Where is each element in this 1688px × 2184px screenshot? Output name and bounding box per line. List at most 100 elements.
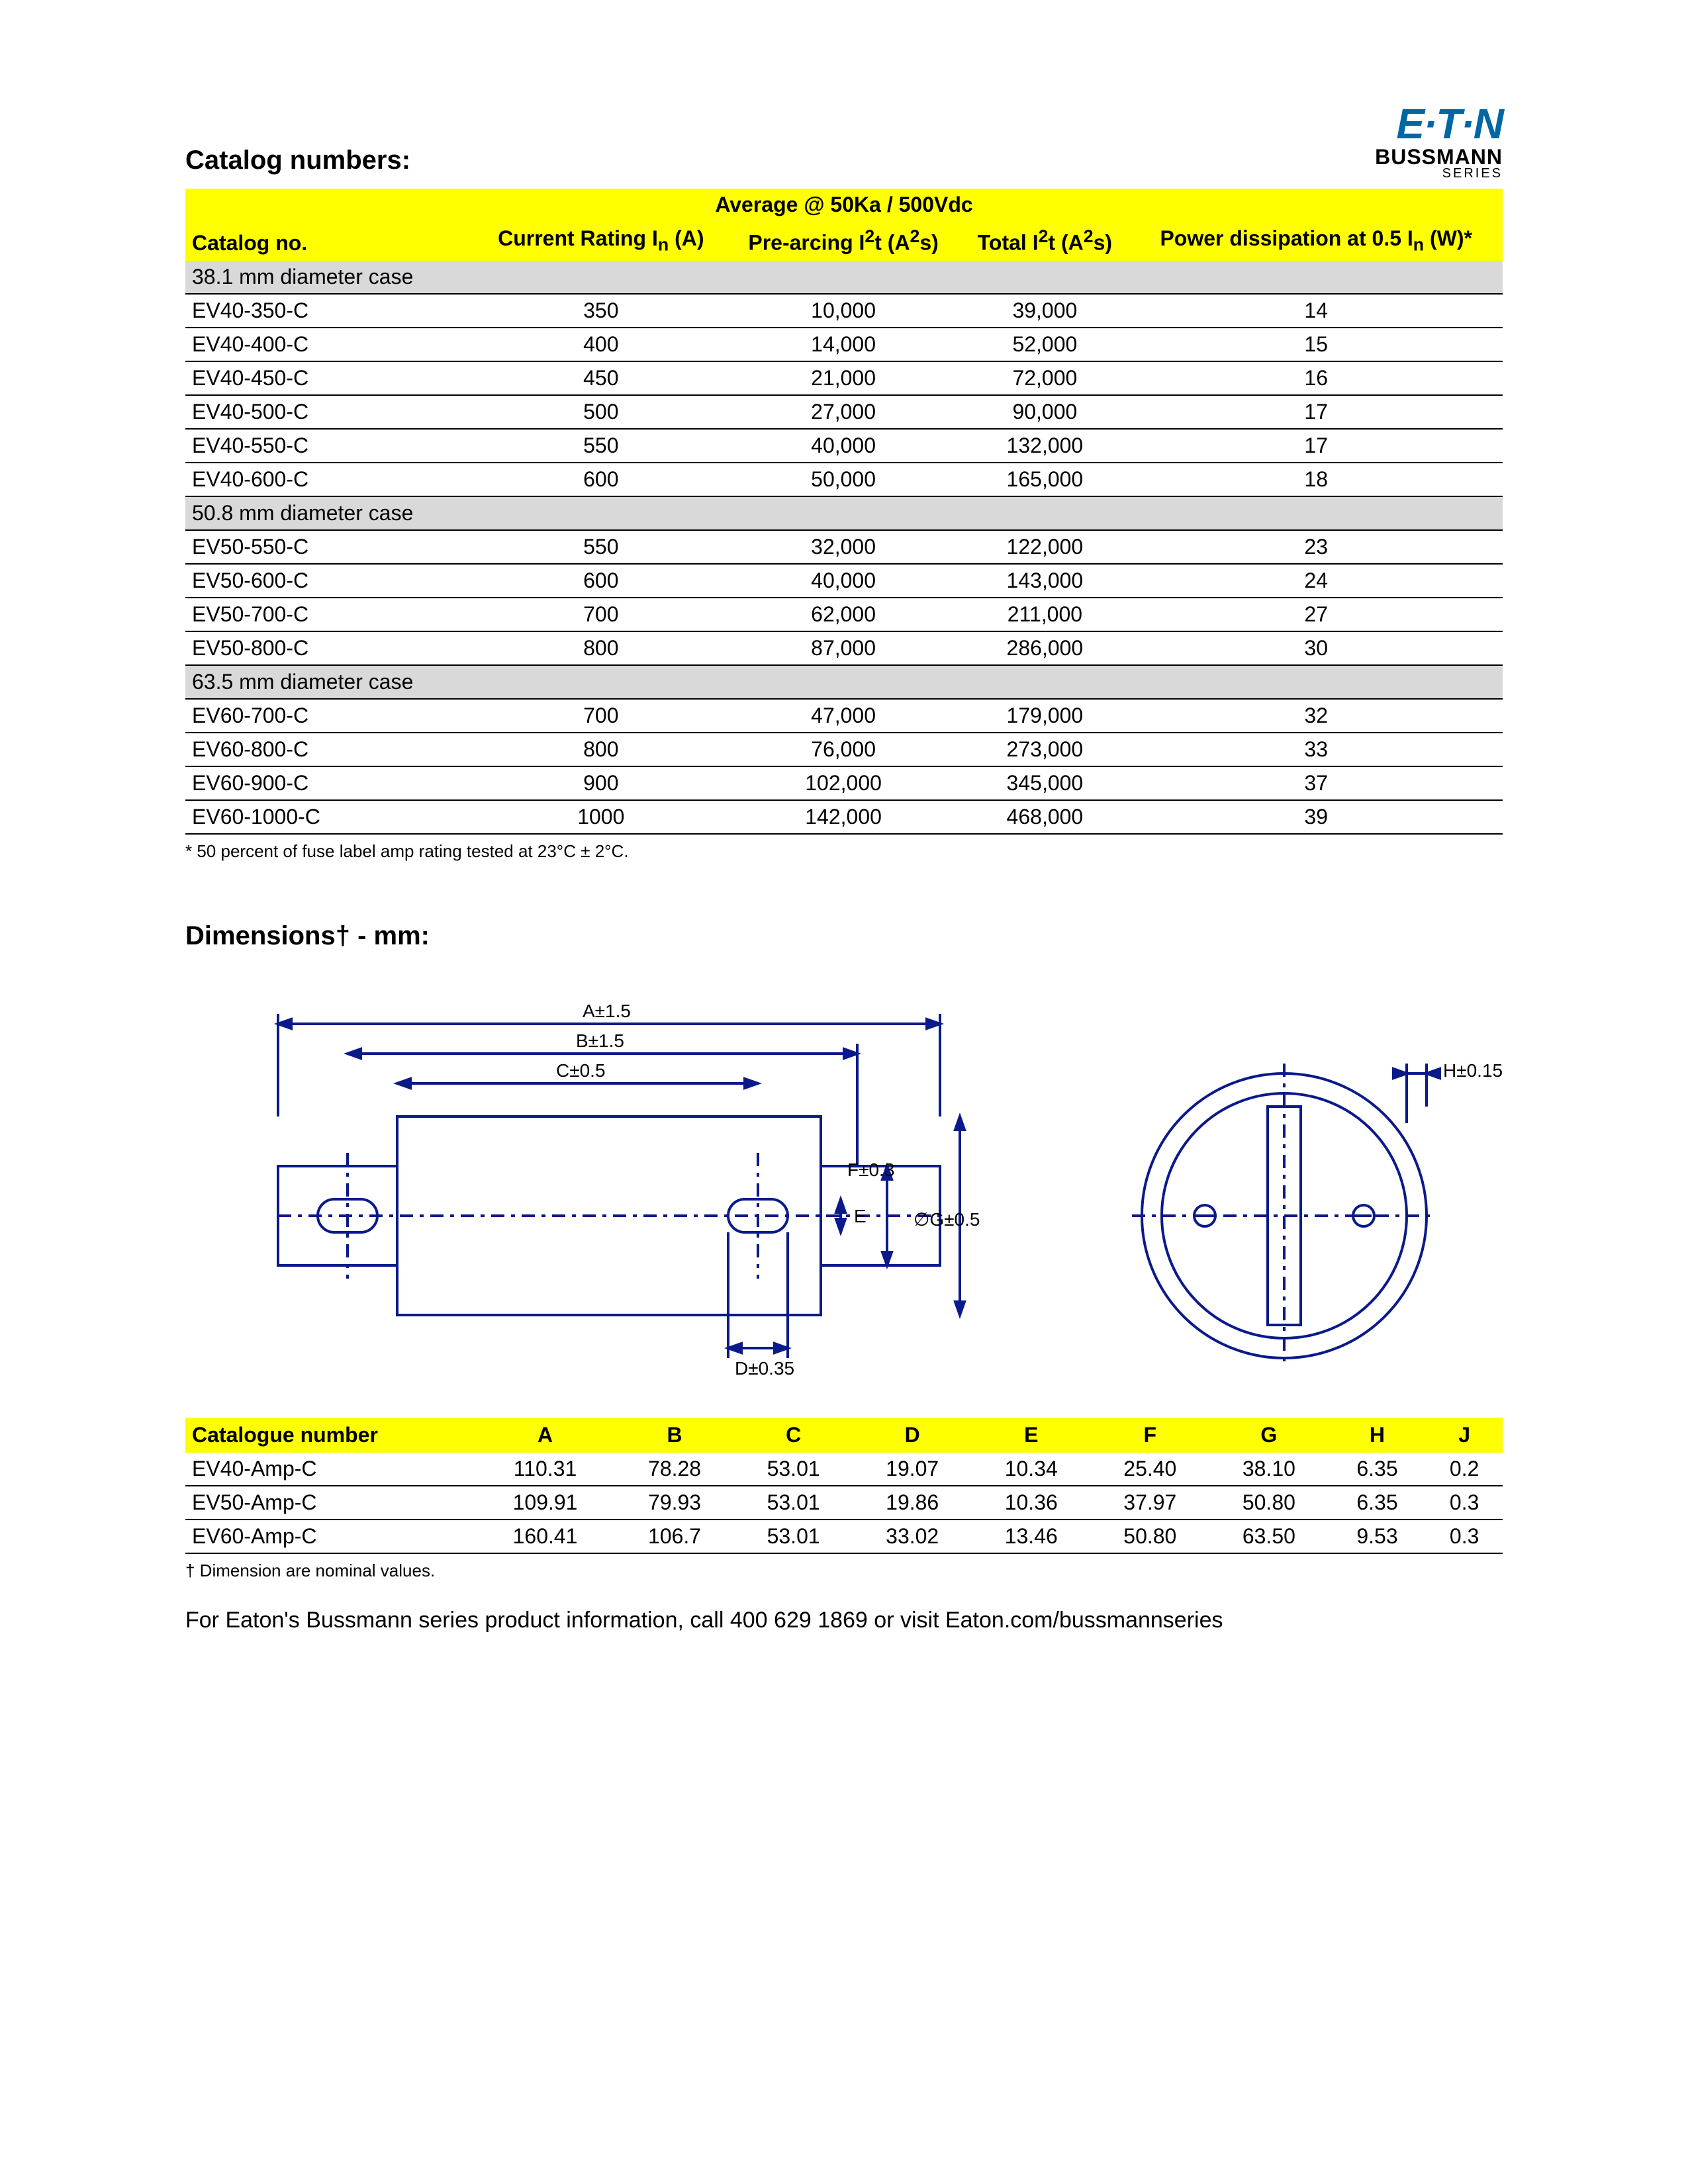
table-cell: EV40-Amp-C xyxy=(185,1453,475,1486)
table-cell: 132,000 xyxy=(960,429,1129,463)
table-cell: 700 xyxy=(475,598,727,631)
table-cell: 102,000 xyxy=(727,766,961,800)
table-cell: 78.28 xyxy=(615,1453,734,1486)
table-cell: 286,000 xyxy=(960,631,1129,665)
table-cell: EV60-700-C xyxy=(185,699,475,733)
brand-logo: E·T·N BUSSMANN SERIES xyxy=(1375,99,1503,181)
table-cell: 30 xyxy=(1129,631,1503,665)
table-cell: 350 xyxy=(475,294,727,328)
dim-col-header: E xyxy=(972,1418,1091,1453)
table-row: EV60-900-C900102,000345,00037 xyxy=(185,766,1503,800)
catalog-heading: Catalog numbers: xyxy=(185,146,1503,175)
table-cell: EV40-550-C xyxy=(185,429,475,463)
table-cell: 53.01 xyxy=(734,1486,853,1520)
table-cell: EV40-400-C xyxy=(185,328,475,361)
table-cell: EV40-500-C xyxy=(185,395,475,429)
table-row: EV60-700-C70047,000179,00032 xyxy=(185,699,1503,733)
table-cell: 10.36 xyxy=(972,1486,1091,1520)
table-cell: 10,000 xyxy=(727,294,961,328)
table-cell: 52,000 xyxy=(960,328,1129,361)
table-cell: 23 xyxy=(1129,530,1503,564)
dim-col-header: F xyxy=(1091,1418,1210,1453)
table-cell: 109.91 xyxy=(475,1486,615,1520)
table-cell: 110.31 xyxy=(475,1453,615,1486)
table-row: EV50-800-C80087,000286,00030 xyxy=(185,631,1503,665)
table-cell: 50.80 xyxy=(1091,1520,1210,1553)
table-cell: 143,000 xyxy=(960,564,1129,598)
table-cell: EV50-600-C xyxy=(185,564,475,598)
table-cell: 122,000 xyxy=(960,530,1129,564)
table-cell: 76,000 xyxy=(727,733,961,766)
table-cell: EV50-Amp-C xyxy=(185,1486,475,1520)
table-cell: 37 xyxy=(1129,766,1503,800)
catalog-group-label: 38.1 mm diameter case xyxy=(185,261,1503,294)
svg-text:A±1.5: A±1.5 xyxy=(583,1001,631,1021)
table-cell: EV60-900-C xyxy=(185,766,475,800)
table-cell: 179,000 xyxy=(960,699,1129,733)
table-cell: 32,000 xyxy=(727,530,961,564)
table-cell: 62,000 xyxy=(727,598,961,631)
catalog-col-header: Current Rating In (A) xyxy=(475,221,727,261)
table-cell: EV60-Amp-C xyxy=(185,1520,475,1553)
table-cell: EV50-550-C xyxy=(185,530,475,564)
table-cell: 142,000 xyxy=(727,800,961,834)
svg-text:B±1.5: B±1.5 xyxy=(576,1030,624,1051)
table-cell: 53.01 xyxy=(734,1453,853,1486)
table-cell: 27 xyxy=(1129,598,1503,631)
table-cell: EV50-700-C xyxy=(185,598,475,631)
table-cell: 160.41 xyxy=(475,1520,615,1553)
table-cell: 16 xyxy=(1129,361,1503,395)
table-cell: 38.10 xyxy=(1209,1453,1329,1486)
table-cell: 50,000 xyxy=(727,463,961,496)
table-cell: 27,000 xyxy=(727,395,961,429)
table-cell: 345,000 xyxy=(960,766,1129,800)
table-row: EV50-Amp-C109.9179.9353.0119.8610.3637.9… xyxy=(185,1486,1503,1520)
svg-text:C±0.5: C±0.5 xyxy=(556,1060,606,1081)
table-cell: 600 xyxy=(475,463,727,496)
table-cell: 550 xyxy=(475,530,727,564)
table-cell: 0.3 xyxy=(1426,1486,1503,1520)
table-cell: 9.53 xyxy=(1329,1520,1427,1553)
table-cell: EV40-450-C xyxy=(185,361,475,395)
table-cell: 19.07 xyxy=(853,1453,972,1486)
catalog-caption: Average @ 50Ka / 500Vdc xyxy=(185,189,1503,221)
dim-col-header: A xyxy=(475,1418,615,1453)
table-cell: 39,000 xyxy=(960,294,1129,328)
table-cell: 87,000 xyxy=(727,631,961,665)
svg-text:F±0.3: F±0.3 xyxy=(847,1160,894,1180)
table-cell: 21,000 xyxy=(727,361,961,395)
table-cell: 24 xyxy=(1129,564,1503,598)
table-cell: 10.34 xyxy=(972,1453,1091,1486)
dimension-diagram: A±1.5 B±1.5 C±0.5 D±0.35 xyxy=(185,978,1503,1391)
table-cell: 550 xyxy=(475,429,727,463)
dim-col-header: C xyxy=(734,1418,853,1453)
table-row: EV50-700-C70062,000211,00027 xyxy=(185,598,1503,631)
table-cell: 63.50 xyxy=(1209,1520,1329,1553)
table-cell: 700 xyxy=(475,699,727,733)
table-row: EV60-800-C80076,000273,00033 xyxy=(185,733,1503,766)
table-cell: 600 xyxy=(475,564,727,598)
table-row: EV40-350-C35010,00039,00014 xyxy=(185,294,1503,328)
table-cell: 72,000 xyxy=(960,361,1129,395)
catalog-col-header: Power dissipation at 0.5 In (W)* xyxy=(1129,221,1503,261)
table-cell: 1000 xyxy=(475,800,727,834)
table-cell: 500 xyxy=(475,395,727,429)
table-cell: 106.7 xyxy=(615,1520,734,1553)
table-row: EV40-450-C45021,00072,00016 xyxy=(185,361,1503,395)
catalog-col-header: Total I2t (A2s) xyxy=(960,221,1129,261)
table-row: EV40-600-C60050,000165,00018 xyxy=(185,463,1503,496)
dim-col-header: J xyxy=(1426,1418,1503,1453)
table-cell: 39 xyxy=(1129,800,1503,834)
table-cell: 800 xyxy=(475,733,727,766)
table-cell: 13.46 xyxy=(972,1520,1091,1553)
table-cell: EV40-350-C xyxy=(185,294,475,328)
table-cell: 33.02 xyxy=(853,1520,972,1553)
table-cell: 900 xyxy=(475,766,727,800)
svg-text:H±0.15: H±0.15 xyxy=(1443,1060,1503,1081)
table-cell: 211,000 xyxy=(960,598,1129,631)
table-cell: 37.97 xyxy=(1091,1486,1210,1520)
dim-col-header: B xyxy=(615,1418,734,1453)
svg-text:∅G±0.5: ∅G±0.5 xyxy=(914,1209,980,1230)
table-cell: 15 xyxy=(1129,328,1503,361)
dim-col-header: D xyxy=(853,1418,972,1453)
